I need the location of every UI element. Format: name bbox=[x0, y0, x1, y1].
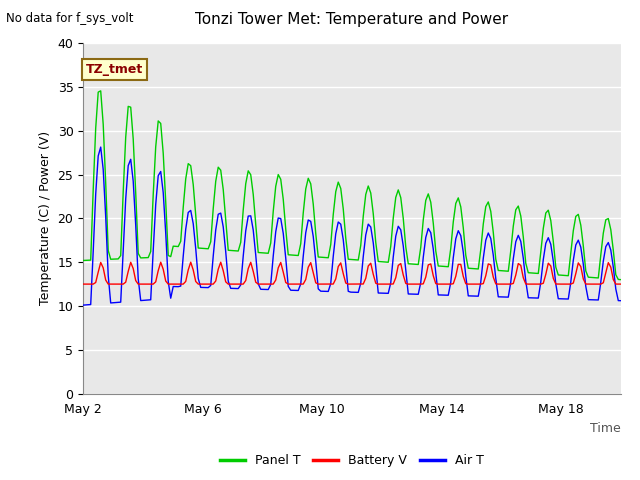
Battery V bbox=[79, 281, 87, 287]
Battery V bbox=[187, 259, 195, 265]
Air T bbox=[79, 302, 87, 308]
Air T bbox=[387, 280, 395, 286]
Line: Panel T: Panel T bbox=[83, 91, 621, 280]
Panel T bbox=[97, 88, 104, 94]
Line: Air T: Air T bbox=[83, 147, 621, 305]
Panel T bbox=[387, 243, 395, 249]
Panel T bbox=[617, 277, 625, 283]
Battery V bbox=[202, 281, 209, 287]
Text: No data for f_sys_volt: No data for f_sys_volt bbox=[6, 12, 134, 25]
Panel T bbox=[495, 267, 502, 273]
Text: TZ_tmet: TZ_tmet bbox=[86, 63, 143, 76]
Air T bbox=[495, 294, 502, 300]
Battery V bbox=[617, 281, 625, 287]
Battery V bbox=[217, 259, 225, 265]
Battery V bbox=[387, 281, 395, 287]
Air T bbox=[617, 298, 625, 303]
Air T bbox=[97, 144, 104, 150]
Y-axis label: Temperature (C) / Power (V): Temperature (C) / Power (V) bbox=[39, 132, 52, 305]
Air T bbox=[537, 279, 545, 285]
Battery V bbox=[392, 275, 399, 281]
Panel T bbox=[202, 246, 209, 252]
Air T bbox=[202, 285, 209, 290]
Line: Battery V: Battery V bbox=[83, 262, 621, 284]
Air T bbox=[392, 233, 399, 239]
Legend: Panel T, Battery V, Air T: Panel T, Battery V, Air T bbox=[215, 449, 489, 472]
Panel T bbox=[79, 258, 87, 264]
Text: Tonzi Tower Met: Temperature and Power: Tonzi Tower Met: Temperature and Power bbox=[195, 12, 509, 27]
Panel T bbox=[217, 168, 225, 173]
Battery V bbox=[537, 281, 545, 287]
Air T bbox=[217, 210, 225, 216]
Panel T bbox=[537, 249, 545, 255]
Text: Time: Time bbox=[590, 421, 621, 434]
Battery V bbox=[495, 281, 502, 287]
Panel T bbox=[392, 194, 399, 200]
